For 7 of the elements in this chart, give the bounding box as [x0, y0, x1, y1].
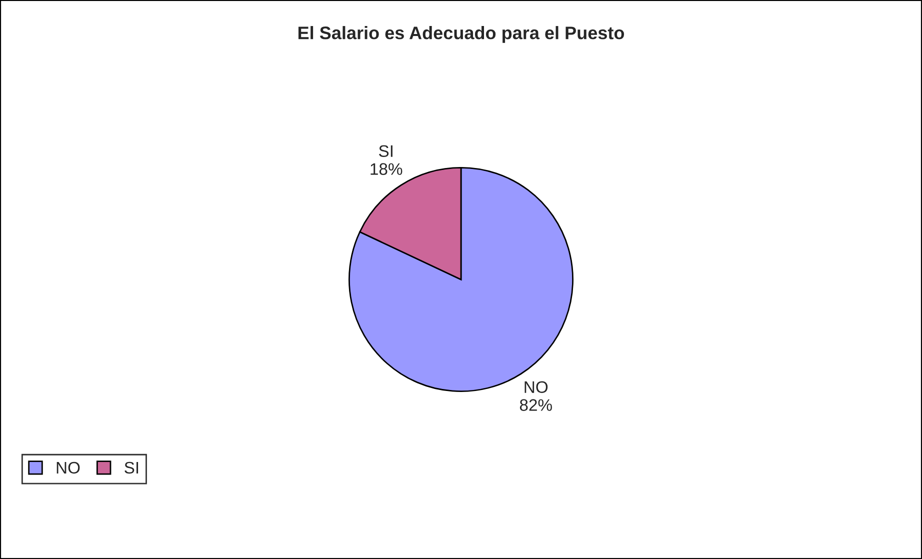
slice-label: SI: [379, 145, 392, 158]
data-label: 82%: [520, 399, 552, 411]
chart-title: El Salario es Adecuado para el Puesto: [298, 26, 624, 43]
legend-label: SI: [124, 462, 138, 474]
legend-label: NO: [56, 462, 80, 474]
data-label: 18%: [370, 163, 402, 175]
slice-label: NO: [524, 381, 548, 393]
